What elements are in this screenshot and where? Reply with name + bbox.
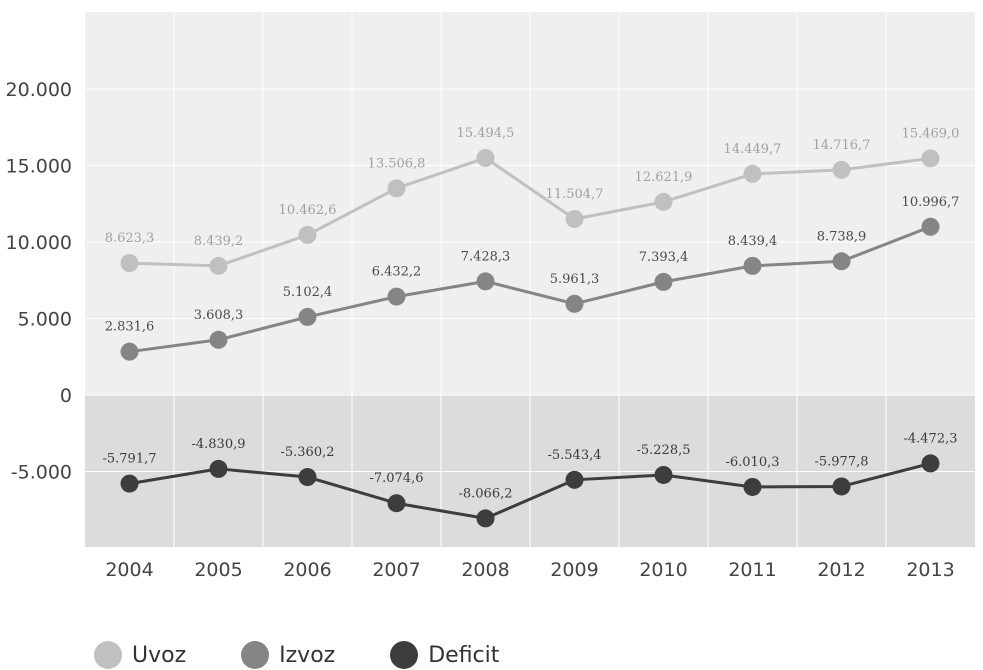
data-label-uvoz: 12.621,9 <box>635 170 693 185</box>
data-label-uvoz: 14.716,7 <box>813 138 871 153</box>
data-label-uvoz: 10.462,6 <box>279 203 337 218</box>
legend-label-deficit: Deficit <box>428 642 500 668</box>
x-tick-label: 2006 <box>283 559 331 581</box>
data-point-deficit <box>565 470 584 489</box>
data-label-deficit: -8.066,2 <box>458 486 512 501</box>
data-label-deficit: -4.472,3 <box>903 431 957 446</box>
data-point-uvoz <box>298 225 317 244</box>
y-tick-label: 0 <box>60 385 72 407</box>
data-label-deficit: -7.074,6 <box>369 471 423 486</box>
data-label-izvoz: 2.831,6 <box>105 320 155 335</box>
data-label-uvoz: 14.449,7 <box>724 142 782 157</box>
data-label-uvoz: 13.506,8 <box>368 156 426 171</box>
data-label-izvoz: 10.996,7 <box>902 195 960 210</box>
x-tick-label: 2005 <box>194 559 242 581</box>
y-tick-label: -5.000 <box>11 462 72 484</box>
data-label-uvoz: 11.504,7 <box>546 187 604 202</box>
data-point-uvoz <box>832 160 851 179</box>
data-point-deficit <box>654 465 673 484</box>
series-line-uvoz <box>129 156 931 268</box>
data-label-uvoz: 15.469,0 <box>902 126 960 141</box>
y-tick-label: 10.000 <box>6 232 72 254</box>
series-line-izvoz <box>129 225 932 354</box>
data-point-izvoz <box>743 256 762 275</box>
data-label-izvoz: 5.961,3 <box>550 272 600 287</box>
data-point-deficit <box>298 468 317 487</box>
data-point-izvoz <box>298 307 317 326</box>
data-label-izvoz: 8.738,9 <box>817 229 867 244</box>
data-point-deficit <box>832 477 851 496</box>
data-point-uvoz <box>120 254 139 273</box>
series-uvoz: 8.623,3 8.439,2 10.462,6 13.506,8 15.494,5 11… <box>105 126 960 275</box>
legend-label-uvoz: Uvoz <box>132 642 187 668</box>
legend-swatch-deficit <box>390 641 419 669</box>
data-point-izvoz <box>832 252 851 271</box>
data-point-izvoz <box>921 217 940 236</box>
x-tick-label: 2012 <box>817 559 865 581</box>
data-label-deficit: -5.791,7 <box>102 452 156 467</box>
legend: Uvoz Izvoz Deficit <box>94 640 554 670</box>
y-tick-label: 5.000 <box>18 309 72 331</box>
x-tick-label: 2011 <box>728 559 776 581</box>
data-point-deficit <box>209 459 228 478</box>
data-label-deficit: -6.010,3 <box>725 455 779 470</box>
y-tick-label: 20.000 <box>6 79 72 101</box>
x-tick-label: 2009 <box>550 559 598 581</box>
data-label-izvoz: 3.608,3 <box>194 308 244 323</box>
data-label-deficit: -5.360,2 <box>280 445 334 460</box>
data-label-uvoz: 15.494,5 <box>457 126 515 141</box>
data-point-izvoz <box>476 272 495 291</box>
series-deficit: -5.791,7 -4.830,9 -5.360,2 -7.074,6 -8.066,2… <box>102 431 958 528</box>
data-label-izvoz: 5.102,4 <box>283 285 333 300</box>
legend-swatch-uvoz <box>94 641 122 669</box>
data-point-deficit <box>743 477 762 496</box>
legend-item-izvoz: Izvoz <box>241 641 335 669</box>
data-point-izvoz <box>654 272 673 291</box>
data-label-deficit: -5.228,5 <box>636 443 690 458</box>
line-chart: 20.000 15.000 10.000 5.000 0 -5.000 2004 2005 20… <box>6 12 975 581</box>
x-tick-label: 2007 <box>372 559 420 581</box>
data-label-uvoz: 8.623,3 <box>105 231 155 246</box>
y-tick-label: 15.000 <box>6 156 72 178</box>
legend-swatch-izvoz <box>241 641 270 669</box>
x-tick-label: 2010 <box>639 559 687 581</box>
series-line-deficit <box>129 461 931 520</box>
data-point-uvoz <box>209 256 228 275</box>
x-tick-label: 2004 <box>105 559 153 581</box>
data-point-uvoz <box>921 149 940 168</box>
data-label-izvoz: 6.432,2 <box>372 265 422 280</box>
data-label-deficit: -4.830,9 <box>191 437 245 452</box>
data-point-izvoz <box>120 342 139 361</box>
data-point-izvoz <box>387 287 406 306</box>
data-point-uvoz <box>565 209 584 228</box>
data-point-izvoz <box>209 330 228 349</box>
data-point-deficit <box>476 509 495 528</box>
data-point-uvoz <box>476 148 495 167</box>
legend-item-deficit: Deficit <box>390 641 499 669</box>
x-tick-label: 2013 <box>906 559 954 581</box>
data-label-izvoz: 7.428,3 <box>461 249 511 264</box>
legend-item-uvoz: Uvoz <box>94 641 186 669</box>
data-label-izvoz: 7.393,4 <box>639 250 689 265</box>
data-label-deficit: -5.977,8 <box>814 454 868 469</box>
data-point-deficit <box>120 474 139 493</box>
data-point-uvoz <box>654 192 673 211</box>
data-point-uvoz <box>743 164 762 183</box>
data-label-izvoz: 8.439,4 <box>728 234 778 249</box>
data-point-izvoz <box>565 294 584 313</box>
data-point-deficit <box>387 494 406 513</box>
data-point-uvoz <box>387 179 406 198</box>
data-label-deficit: -5.543,4 <box>547 448 601 463</box>
series-izvoz: 2.831,6 3.608,3 5.102,4 6.432,2 7.428,3 5.961… <box>105 195 960 361</box>
x-tick-label: 2008 <box>461 559 509 581</box>
data-label-uvoz: 8.439,2 <box>194 234 244 249</box>
legend-label-izvoz: Izvoz <box>279 642 336 668</box>
data-point-deficit <box>921 454 940 473</box>
